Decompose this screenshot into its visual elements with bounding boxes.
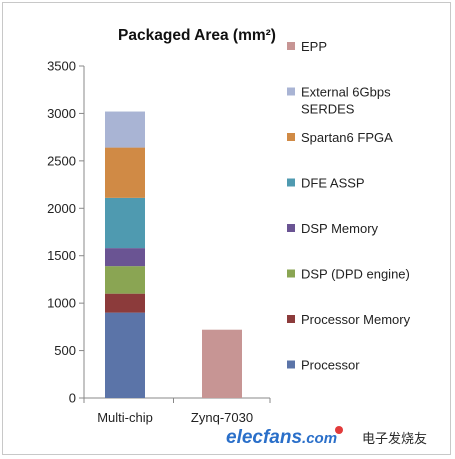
legend-label: EPP <box>301 39 327 54</box>
bar-segment <box>105 111 145 148</box>
watermark-dot-icon <box>335 426 343 434</box>
legend-swatch <box>287 315 295 323</box>
y-tick-label: 1000 <box>47 296 76 311</box>
bar-segment <box>105 147 145 198</box>
bar-segment <box>105 248 145 267</box>
legend-label: DSP Memory <box>301 221 379 236</box>
legend-label: Spartan6 FPGA <box>301 130 393 145</box>
x-tick-label: Zynq-7030 <box>191 410 253 425</box>
bar-segment <box>202 329 242 398</box>
legend-swatch <box>287 133 295 141</box>
legend-swatch <box>287 178 295 187</box>
y-axis: 0 500 1000 1500 2000 2500 3000 3500 <box>47 59 85 406</box>
bar-segment <box>105 312 145 398</box>
y-tick-label: 2500 <box>47 153 76 168</box>
legend-label: DFE ASSP <box>301 176 365 191</box>
bar-segment <box>105 293 145 313</box>
legend-label: SERDES <box>301 102 355 117</box>
legend-swatch <box>287 42 295 50</box>
x-tick-label: Multi-chip <box>97 410 153 425</box>
bars-group <box>105 111 242 398</box>
watermark-brand: elecfans.com <box>226 427 337 448</box>
legend-label: External 6Gbps <box>301 85 391 100</box>
x-axis: Multi-chip Zynq-7030 <box>83 397 271 425</box>
watermark-chinese: 电子发烧友 <box>362 431 427 446</box>
legend-label: DSP (DPD engine) <box>301 267 410 282</box>
y-tick-label: 3000 <box>47 106 76 121</box>
legend-swatch <box>287 87 295 96</box>
legend: EPP External 6Gbps SERDES Spartan6 FPGA DFE … <box>287 39 411 373</box>
y-tick-label: 0 <box>69 391 76 406</box>
chart-title: Packaged Area (mm²) <box>118 27 276 44</box>
legend-label: Processor Memory <box>301 312 411 327</box>
y-tick-label: 1500 <box>47 248 76 263</box>
bar-segment <box>105 197 145 249</box>
legend-label: Processor <box>301 358 360 373</box>
y-tick-label: 3500 <box>47 59 76 74</box>
y-tick-label: 500 <box>54 343 76 358</box>
y-tick-label: 2000 <box>47 201 76 216</box>
legend-swatch <box>287 360 295 369</box>
bar-segment <box>105 266 145 294</box>
legend-swatch <box>287 269 295 278</box>
watermark: elecfans.com 电子发烧友 <box>226 426 427 448</box>
legend-swatch <box>287 224 295 232</box>
